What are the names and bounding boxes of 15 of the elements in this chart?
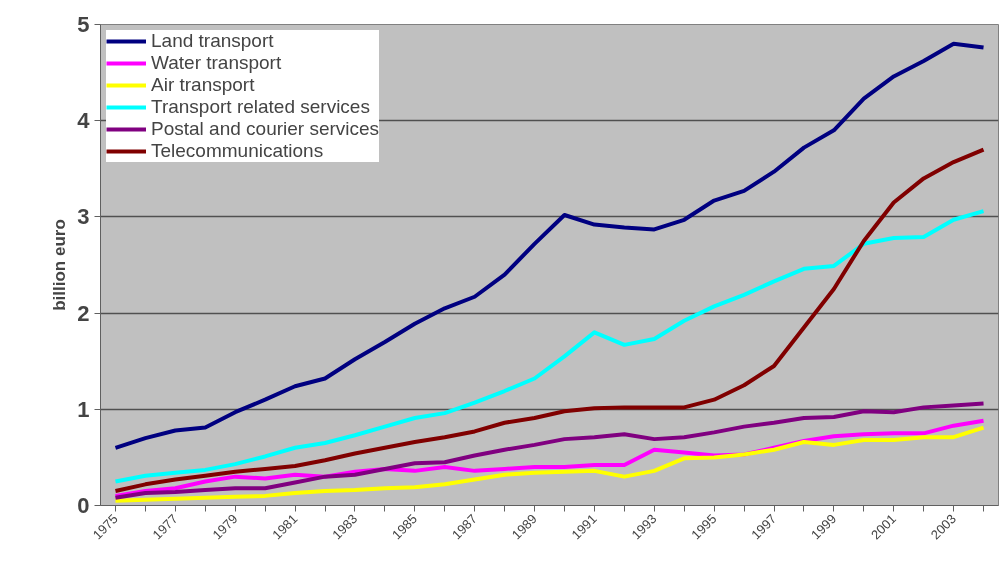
- line-series: [113, 401, 986, 500]
- legend-label: Water transport: [151, 52, 282, 74]
- y-tick-label: 0: [77, 493, 90, 518]
- y-tick-label: 4: [77, 108, 91, 134]
- y-tick-label: 5: [77, 12, 90, 37]
- legend-label: Land transport: [151, 30, 274, 52]
- line-series: [113, 209, 986, 484]
- y-tick-label: 3: [77, 204, 90, 230]
- y-tick-label: 1: [77, 396, 90, 422]
- y-tick-label: 2: [77, 300, 90, 326]
- legend-label: Transport related services: [151, 96, 370, 118]
- legend-label: Telecommunications: [151, 140, 324, 162]
- y-axis-title: billion euro: [50, 219, 70, 311]
- legend-label: Postal and courier services: [151, 118, 380, 140]
- legend-label: Air transport: [151, 74, 255, 96]
